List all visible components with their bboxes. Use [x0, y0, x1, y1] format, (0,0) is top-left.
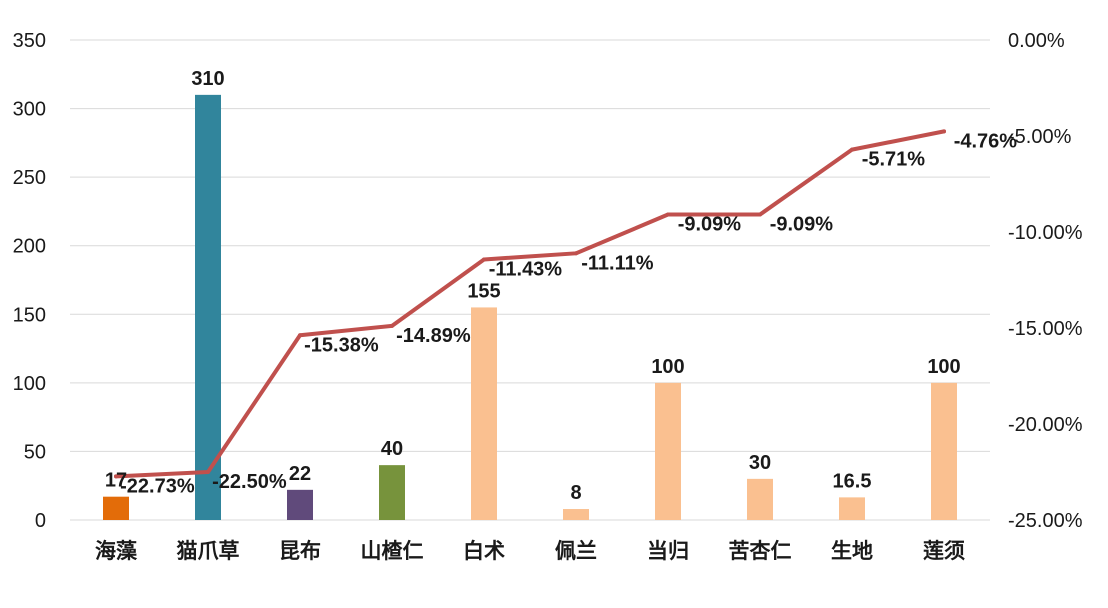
category-label: 白术 [463, 539, 505, 563]
bar-value-label: 40 [381, 438, 403, 460]
category-label: 当归 [647, 539, 689, 563]
bar [195, 94, 221, 520]
left-tick-label: 150 [13, 304, 46, 326]
line-point [574, 251, 578, 256]
right-tick-label: -20.00% [1008, 414, 1083, 436]
bar [471, 307, 497, 520]
bar-value-label: 16.5 [833, 470, 872, 492]
line-value-label: -11.11% [581, 252, 654, 274]
bar-value-label: 100 [651, 356, 684, 378]
right-y-axis: -25.00% -20.00% -15.00% -10.00% -5.00% 0.00% [1008, 30, 1083, 532]
line-point [390, 323, 394, 328]
bar [103, 496, 129, 520]
line-value-labels: -22.73% -22.50% -15.38% -14.89% -11.43% -11.1… [120, 130, 1017, 497]
left-tick-label: 100 [13, 373, 46, 395]
category-label: 海藻 [95, 539, 138, 563]
line-point [758, 212, 762, 217]
line-series [114, 129, 946, 479]
left-tick-label: 350 [13, 30, 46, 52]
bar [839, 497, 865, 520]
line-value-label: -5.71% [862, 149, 926, 171]
line-point [850, 147, 854, 152]
line-value-label: -22.73% [120, 475, 195, 497]
right-tick-label: 0.00% [1008, 30, 1065, 52]
right-tick-label: -5.00% [1008, 126, 1072, 148]
left-tick-label: 0 [35, 510, 46, 532]
bar-value-label: 310 [191, 68, 224, 90]
bar [379, 465, 405, 520]
line-value-label: -4.76% [954, 130, 1018, 152]
line-point [482, 257, 486, 262]
bar [287, 489, 313, 520]
category-label: 山楂仁 [361, 539, 424, 563]
category-label: 佩兰 [555, 539, 597, 563]
bar-value-label: 100 [927, 356, 960, 378]
line-value-label: -9.09% [770, 214, 834, 236]
bar-value-label: 155 [467, 280, 500, 302]
left-tick-label: 300 [13, 99, 46, 121]
line-value-label: -22.50% [212, 471, 287, 493]
right-tick-label: -10.00% [1008, 222, 1083, 244]
category-label: 苦杏仁 [729, 539, 792, 563]
right-tick-label: -25.00% [1008, 510, 1083, 532]
category-label: 生地 [831, 539, 873, 563]
bar [931, 382, 957, 520]
line-point [666, 212, 670, 217]
line-point [206, 470, 210, 474]
category-label: 昆布 [279, 539, 321, 563]
category-label: 莲须 [923, 539, 965, 563]
bar-value-label: 30 [749, 452, 771, 474]
line-value-label: -11.43% [489, 258, 563, 280]
line-value-label: -14.89% [396, 325, 471, 347]
bar-value-label: 17 [105, 470, 127, 492]
left-tick-label: 250 [13, 167, 46, 189]
bar-value-label: 8 [570, 482, 581, 504]
line-value-label: -15.38% [304, 334, 379, 356]
category-label: 猫爪草 [177, 539, 240, 563]
line-value-label: -9.09% [678, 214, 742, 236]
line-point [942, 129, 946, 134]
left-y-axis: 0 50 100 150 200 250 300 350 [13, 30, 46, 532]
bar-series [103, 94, 957, 520]
line-path [114, 129, 946, 479]
bar-value-label: 22 [289, 463, 311, 485]
x-axis-category-labels: 海藻 猫爪草 昆布 山楂仁 白术 佩兰 当归 苦杏仁 生地 莲须 [95, 539, 965, 563]
bar [563, 509, 589, 520]
bar-value-labels: 17 310 22 40 155 8 100 30 16.5 100 [105, 68, 961, 504]
bar [655, 382, 681, 520]
line-point [298, 333, 302, 338]
bar [747, 478, 773, 520]
left-tick-label: 200 [13, 236, 46, 258]
left-tick-label: 50 [24, 441, 46, 463]
right-tick-label: -15.00% [1008, 318, 1083, 340]
line-point [114, 474, 118, 479]
